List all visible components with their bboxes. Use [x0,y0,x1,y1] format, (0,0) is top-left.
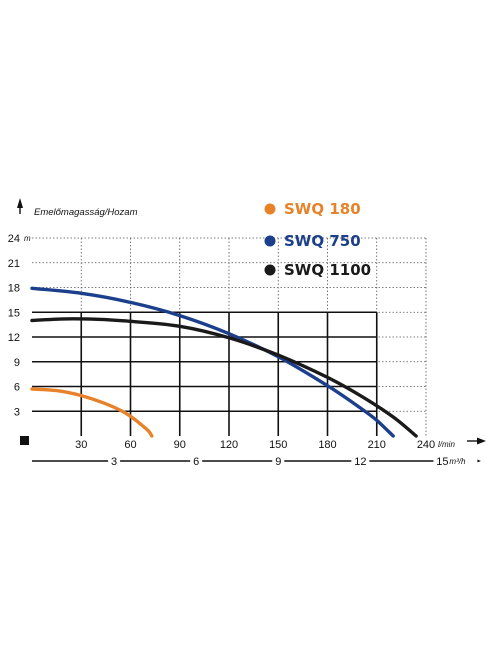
x2-tick-bg [108,454,121,468]
x2-tick-label: 3 [111,456,117,468]
legend-dot-swq-750 [264,235,276,247]
grid [32,237,427,436]
legend: SWQ 180 SWQ 750 SWQ 1100 [264,200,371,279]
x-tick-label: 120 [220,439,238,451]
x-tick-label: 60 [124,439,136,451]
x2-tick-bg [433,454,478,468]
y-tick-label: 12 [8,332,20,344]
legend-dot-swq-1100 [264,264,276,276]
x-tick-label: 240 [417,439,435,451]
legend-label-swq-180: SWQ 180 [284,200,361,218]
x2-tick-label: 15 [436,456,448,468]
y-axis-title: Emelőmagasság/Hozam [34,207,138,218]
x-tick-label: 150 [269,439,287,451]
x-axis-arrow [477,437,486,445]
y-tick-label: 18 [8,283,20,295]
x2-unit-label: m³/h [449,457,466,466]
y-tick-label: 24 [8,233,20,245]
y-unit-label: m [24,234,31,243]
x-unit-label: l/min [438,440,455,449]
curves [30,286,418,438]
y-tick-label: 3 [14,406,20,418]
x2-tick-bg [190,454,203,468]
curve-swq-1100 [30,317,418,438]
y-axis-arrow [17,198,23,208]
legend-dot-swq-180 [264,203,276,215]
legend-label-swq-750: SWQ 750 [284,232,361,250]
x2-tick-bg [272,454,285,468]
origin-marker [20,436,29,445]
x-tick-label: 90 [174,439,186,451]
x2-tick-label: 6 [193,456,199,468]
x2-tick-bg [351,454,370,468]
y-tick-label: 21 [8,258,20,270]
x2-tick-label: 9 [275,456,281,468]
curve-swq-180 [30,387,154,438]
y-tick-label: 15 [8,307,20,319]
legend-label-swq-1100: SWQ 1100 [284,261,371,279]
y-tick-label: 9 [14,357,20,369]
x2-tick-label: 12 [354,456,366,468]
x-tick-label: 210 [368,439,386,451]
axes: 3 6 9 12 15 m³/h [17,198,486,468]
x-tick-label: 30 [75,439,87,451]
y-tick-label: 6 [14,382,20,394]
x-tick-label: 180 [318,439,336,451]
tick-labels: 3 6 9 12 15 18 21 24 m 30 60 90 120 150 180 210 240 l/min… [8,207,456,451]
